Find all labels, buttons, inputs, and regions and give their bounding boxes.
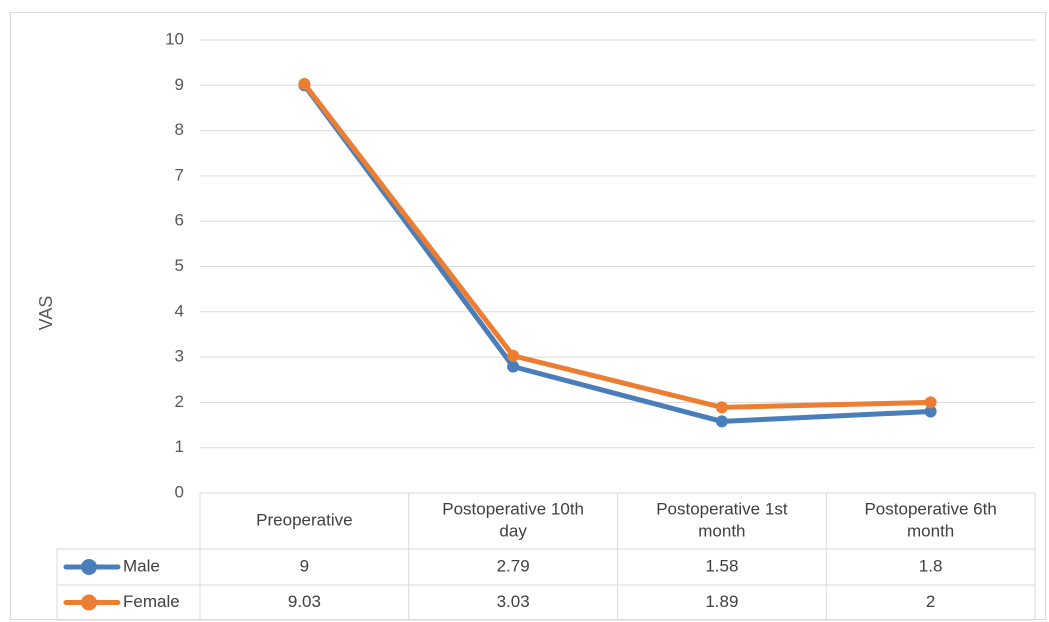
table-value: 2 (926, 592, 935, 611)
legend-marker (81, 559, 97, 575)
legend-marker (81, 594, 97, 611)
legend-label: Female (123, 592, 180, 611)
data-point (507, 349, 520, 362)
data-point (924, 396, 937, 409)
data-point (924, 405, 937, 418)
x-category-label: day (499, 521, 527, 540)
y-tick-label: 1 (175, 437, 184, 456)
x-category-label: Postoperative 6th (864, 499, 996, 518)
x-category-label: Preoperative (256, 510, 352, 529)
series-line (301, 82, 934, 424)
chart-frame (10, 12, 1046, 620)
y-tick-label: 2 (175, 392, 184, 411)
y-tick-label: 6 (175, 211, 184, 230)
y-tick-labels: 0 1 2 3 4 5 6 7 8 9 10 (165, 29, 184, 501)
x-category-label: month (698, 521, 745, 540)
table-value: 2.79 (497, 556, 530, 575)
table-value: 9 (300, 556, 309, 575)
gridlines (200, 39, 1035, 449)
y-tick-label: 7 (175, 165, 184, 184)
y-tick-label: 4 (175, 301, 184, 320)
data-table: Preoperative Postoperative 10th day Postope… (56, 492, 1036, 621)
y-tick-label: 10 (165, 29, 184, 48)
data-point (507, 360, 520, 373)
legend-label: Male (123, 556, 160, 575)
table-value: 1.89 (705, 592, 738, 611)
y-tick-label: 0 (175, 482, 184, 501)
data-point (715, 401, 728, 414)
table-value: 3.03 (497, 592, 530, 611)
x-category-label: month (907, 521, 954, 540)
y-tick-label: 8 (175, 120, 184, 139)
table-value: 9.03 (288, 592, 321, 611)
series-line (301, 81, 934, 410)
table-value: 1.8 (919, 556, 943, 575)
data-point (298, 77, 311, 90)
table-value: 1.58 (705, 556, 738, 575)
y-tick-label: 3 (175, 347, 184, 366)
x-category-label: Postoperative 10th (442, 499, 584, 518)
y-tick-label: 9 (175, 75, 184, 94)
x-category-label: Postoperative 1st (656, 499, 788, 518)
series-lines (298, 77, 937, 428)
data-point (715, 415, 728, 428)
y-tick-label: 5 (175, 256, 184, 275)
y-axis-label: VAS (36, 296, 56, 331)
